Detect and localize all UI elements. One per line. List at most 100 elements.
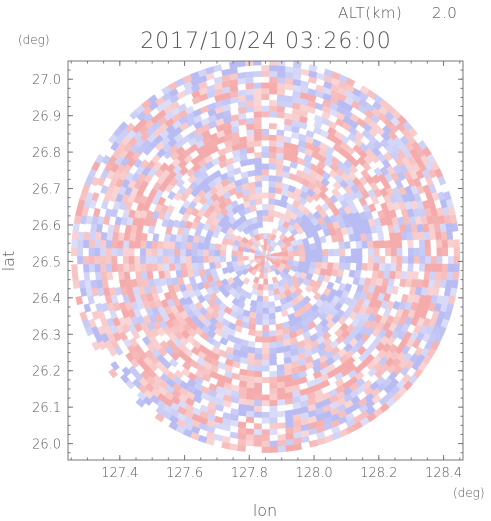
radar-cell xyxy=(413,263,420,273)
radar-cell xyxy=(253,105,262,112)
radar-cell xyxy=(253,411,262,419)
radar-cell xyxy=(179,241,187,250)
radar-cell xyxy=(122,239,130,249)
radar-cell xyxy=(245,410,255,418)
radar-cell xyxy=(122,263,130,273)
radar-cell xyxy=(253,376,263,384)
radar-cell xyxy=(261,348,270,355)
radar-cell xyxy=(276,76,286,84)
radar-cell xyxy=(373,255,380,264)
radar-cell xyxy=(261,377,270,384)
radar-cell xyxy=(310,249,318,257)
radar-cell xyxy=(269,64,278,72)
radar-cell xyxy=(276,117,286,125)
radar-cell xyxy=(378,263,386,272)
radar-cell xyxy=(88,271,96,281)
radar-cell xyxy=(349,262,357,272)
radar-cell xyxy=(276,387,286,395)
radar-cell xyxy=(261,82,270,89)
radar-cell xyxy=(446,271,454,281)
radar-cell xyxy=(396,255,403,265)
radar-cell xyxy=(245,387,255,395)
radar-cell xyxy=(269,388,278,395)
radar-cell xyxy=(449,214,458,225)
radar-cell xyxy=(276,105,286,113)
radar-cell xyxy=(261,70,270,77)
radar-cell xyxy=(185,241,193,250)
radar-cell xyxy=(316,249,323,257)
radar-cell xyxy=(276,399,286,407)
radar-cell xyxy=(261,76,270,83)
radar-cell xyxy=(292,443,303,451)
radar-cell xyxy=(82,255,89,265)
radar-cell xyxy=(162,262,170,272)
radar-cell xyxy=(71,263,78,273)
radar-cell xyxy=(245,393,255,401)
radar-cell xyxy=(261,163,270,170)
radar-cell xyxy=(253,128,263,136)
radar-cell xyxy=(196,248,204,257)
radar-cell xyxy=(76,239,84,249)
reflectivity-field xyxy=(71,61,460,453)
radar-cell xyxy=(268,197,276,205)
radar-cell xyxy=(94,239,101,249)
radar-cell xyxy=(72,222,80,233)
radar-cell xyxy=(277,65,286,73)
radar-cell xyxy=(253,405,262,413)
radar-cell xyxy=(261,99,270,106)
radar-cell xyxy=(447,247,455,257)
y-tick-label: 26.0 xyxy=(32,438,61,453)
radar-cell xyxy=(310,255,318,263)
radar-cell xyxy=(268,128,278,136)
radar-cell xyxy=(333,255,340,264)
radar-cell xyxy=(372,240,380,249)
radar-cell xyxy=(261,342,270,349)
radar-cell xyxy=(256,215,264,223)
radar-cell xyxy=(447,255,455,265)
radar-cell xyxy=(268,330,277,338)
radar-cell xyxy=(284,444,295,452)
radar-cell xyxy=(361,240,369,249)
radar-cell xyxy=(269,82,278,89)
radar-cell xyxy=(453,247,460,257)
radar-cell xyxy=(402,247,409,257)
radar-cell xyxy=(441,239,449,249)
radar-cell xyxy=(350,248,358,257)
radar-cell xyxy=(173,248,181,257)
radar-cell xyxy=(261,180,270,187)
radar-cell xyxy=(276,393,286,401)
radar-cell xyxy=(269,87,278,95)
radar-cell xyxy=(322,248,329,257)
radar-cell xyxy=(287,250,295,257)
radar-cell xyxy=(269,417,278,424)
radar-cell xyxy=(245,123,255,131)
radar-cell xyxy=(254,168,263,176)
radar-cell xyxy=(255,209,263,217)
radar-cell xyxy=(244,445,254,453)
radar-cell xyxy=(390,247,398,257)
radar-cell xyxy=(452,231,460,241)
radar-cell xyxy=(361,262,369,272)
y-axis-ticks: 26.0 26.1 26.2 26.3 26.4 26.5 26.6 26.7 26.8 26.9… xyxy=(32,60,463,454)
y-tick-label: 26.1 xyxy=(32,401,61,416)
y-axis-unit: (deg) xyxy=(18,33,50,47)
radar-cell xyxy=(73,287,82,298)
radar-cell xyxy=(261,406,270,413)
radar-cell xyxy=(71,231,79,241)
radar-cell xyxy=(168,248,175,257)
radar-cell xyxy=(269,116,278,124)
radar-cell xyxy=(245,65,254,73)
x-tick-label: 128.0 xyxy=(295,466,332,481)
radar-cell xyxy=(245,416,255,424)
radar-cell xyxy=(453,255,460,265)
radar-cell xyxy=(261,417,270,424)
radar-cell xyxy=(333,248,340,257)
radar-cell xyxy=(99,263,107,273)
x-tick-label: 127.8 xyxy=(231,466,268,481)
y-tick-label: 26.3 xyxy=(32,328,61,343)
radar-cell xyxy=(261,111,270,118)
radar-cell xyxy=(268,347,277,355)
radar-cell xyxy=(162,240,170,249)
radar-cell xyxy=(440,271,448,281)
radar-cell xyxy=(151,263,159,272)
